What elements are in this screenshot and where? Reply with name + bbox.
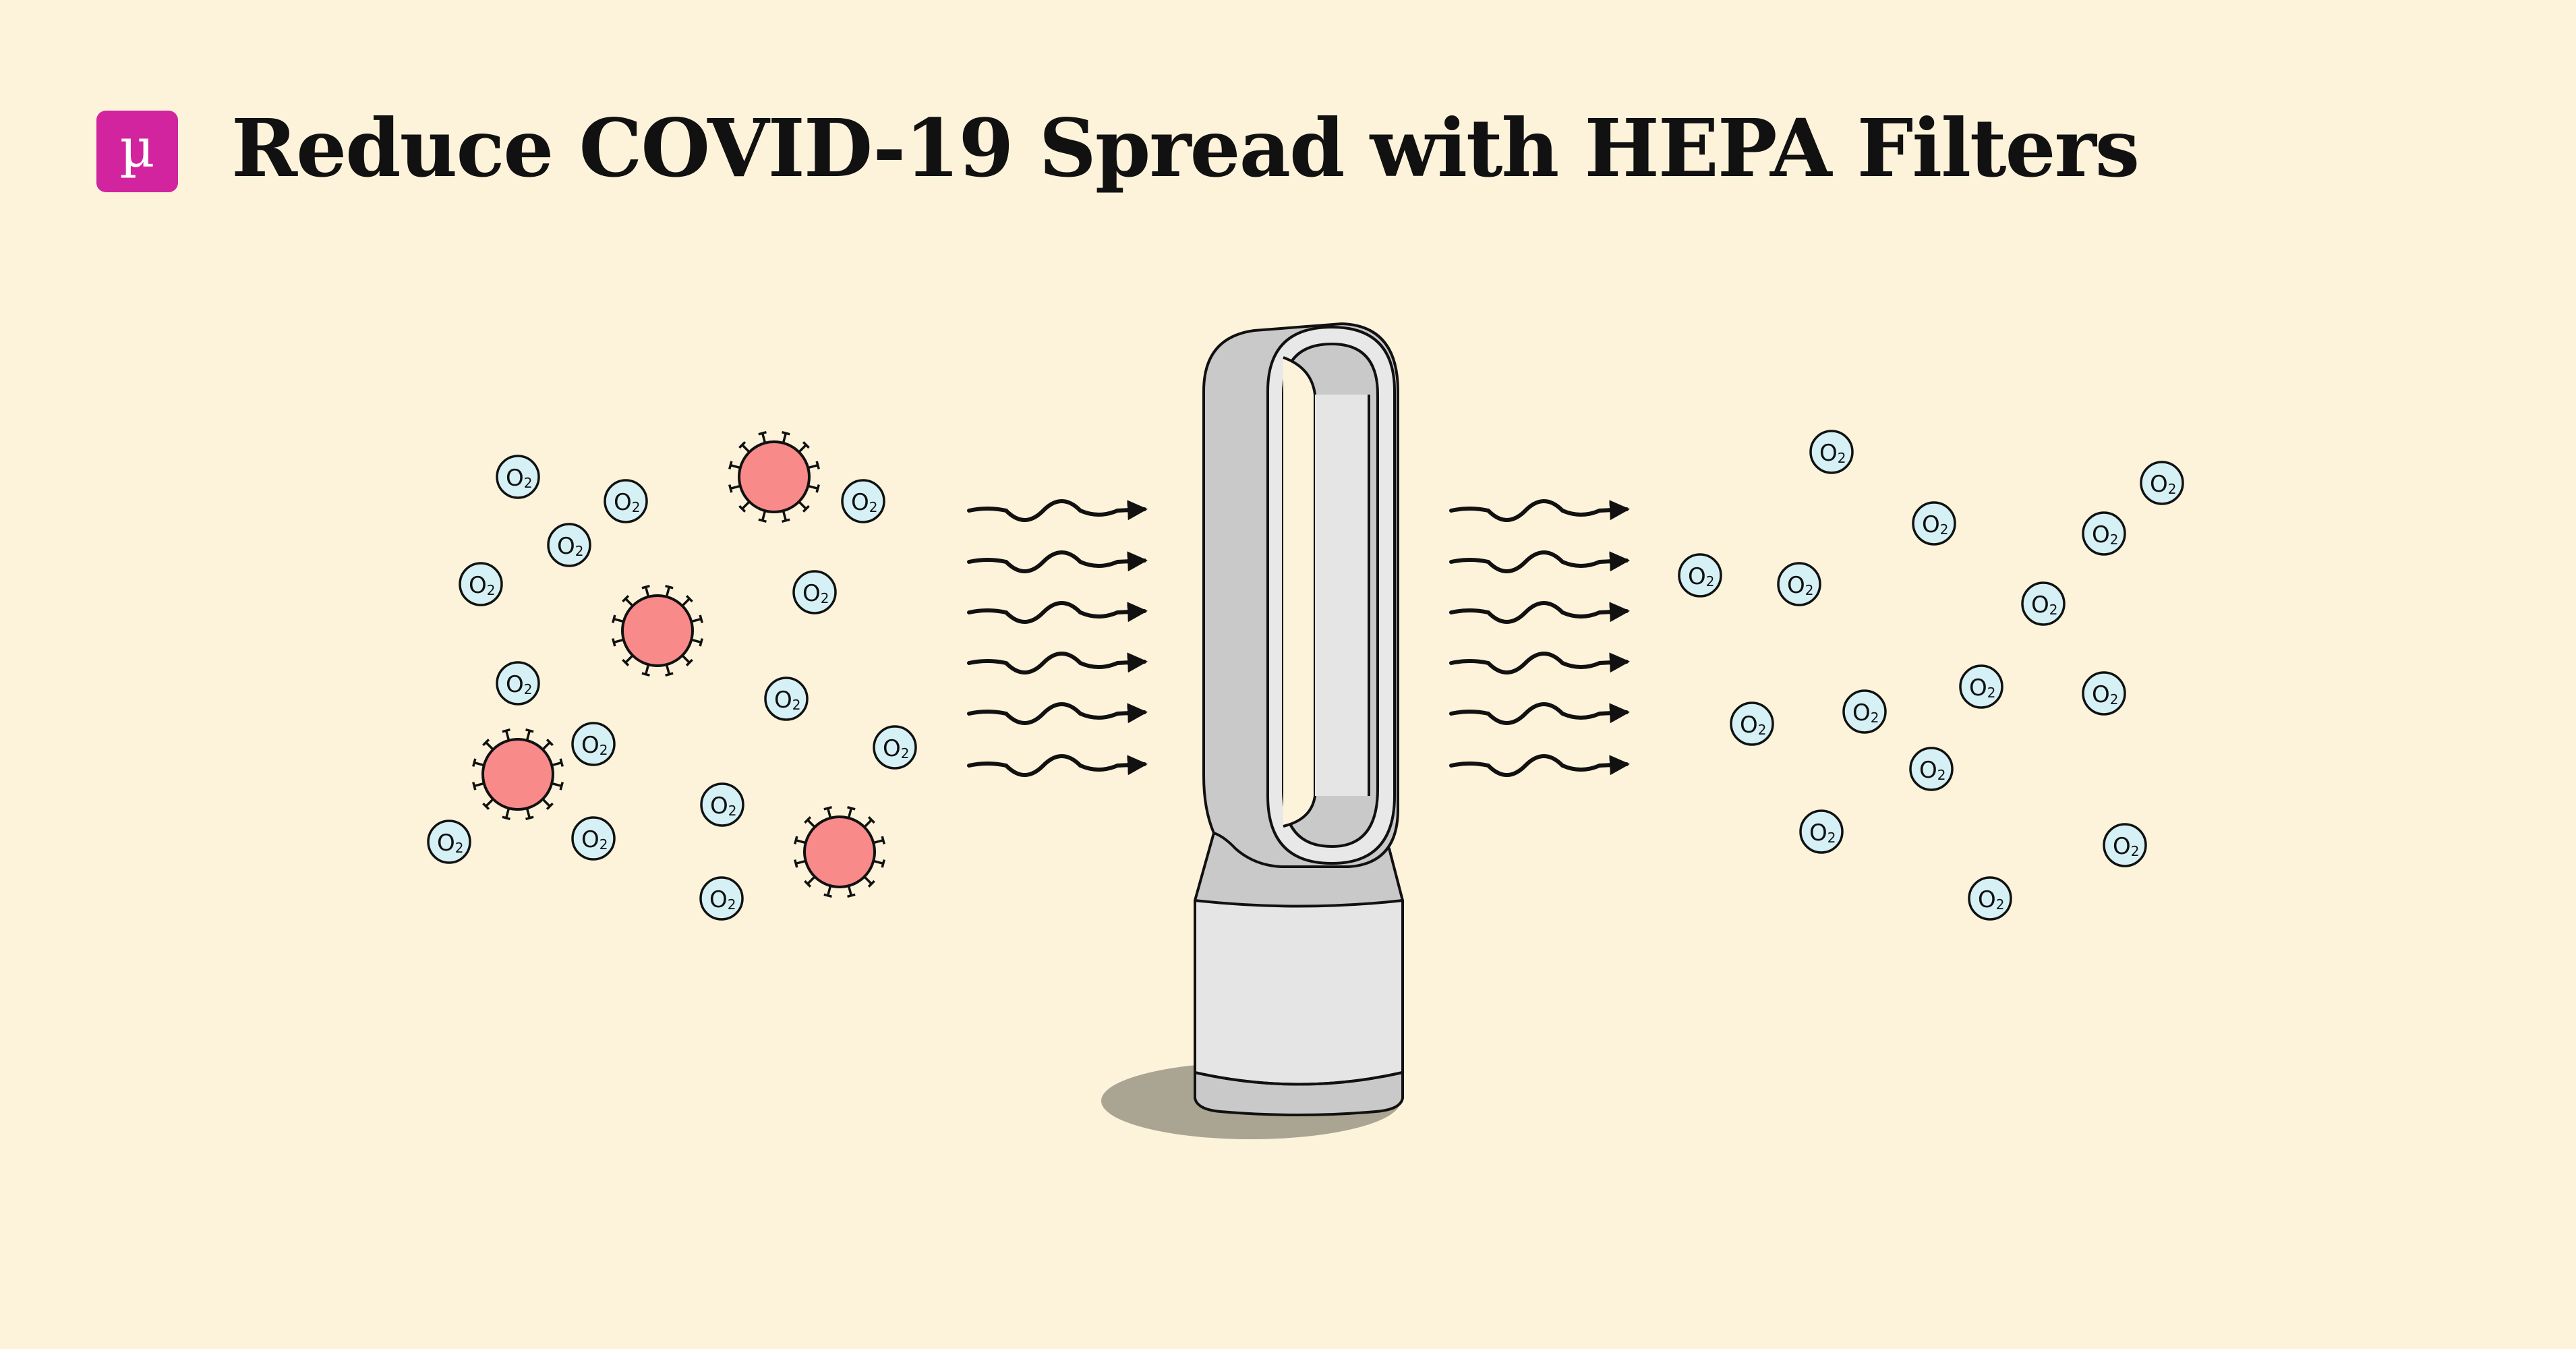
oxygen-molecule-icon: O2	[1799, 809, 1844, 854]
air-purifier-icon	[1101, 322, 1404, 1139]
oxygen-molecule-icon: O2	[841, 479, 885, 523]
incoming-airflow	[967, 499, 1148, 777]
oxygen-molecule-icon: O2	[1777, 562, 1821, 606]
mu-logo-icon: µ	[119, 116, 155, 179]
airflow-arrow-icon	[1449, 702, 1630, 725]
airflow-arrow-icon	[1449, 754, 1630, 777]
page-title: Reduce COVID-19 Spread with HEPA Filters	[231, 101, 2140, 195]
oxygen-molecule-icon: O2	[1678, 553, 1722, 598]
molecule-label: O2	[1787, 572, 1814, 599]
oxygen-molecule-icon: O2	[2140, 461, 2184, 505]
oxygen-molecule-icon: O2	[764, 677, 809, 721]
oxygen-molecule-icon: O2	[2103, 823, 2147, 867]
airflow-arrow-icon	[967, 499, 1148, 522]
airflow-arrow-icon	[967, 550, 1148, 573]
airflow-arrow-icon	[967, 702, 1148, 725]
oxygen-molecule-icon: O2	[792, 570, 837, 614]
oxygen-molecule-icon: O2	[459, 562, 503, 606]
purifier-base-lower	[1194, 1071, 1404, 1116]
oxygen-molecule-icon: O2	[1959, 664, 2003, 709]
oxygen-molecule-icon: O2	[604, 479, 648, 523]
airflow-arrow-icon	[1449, 652, 1630, 674]
oxygen-molecule-icon: O2	[571, 816, 616, 861]
virus-icon	[472, 728, 564, 820]
virus-icon	[728, 431, 820, 523]
oxygen-molecule-icon: O2	[547, 523, 591, 567]
oxygen-molecule-icon: O2	[699, 876, 744, 921]
oxygen-molecule-icon: O2	[2082, 671, 2126, 716]
airflow-arrow-icon	[967, 754, 1148, 777]
oxygen-molecule-icon: O2	[2082, 511, 2126, 556]
oxygen-molecule-icon: O2	[2021, 581, 2066, 626]
oxygen-molecule-icon: O2	[496, 455, 540, 499]
oxygen-molecule-icon: O2	[1909, 747, 1954, 791]
molecule-label: O2	[774, 687, 801, 714]
oxygen-molecule-icon: O2	[496, 661, 540, 706]
molecule-label: O2	[506, 465, 533, 492]
purifier-base-body	[1194, 899, 1404, 1086]
contaminated-air-group: O2 O2 O2 O2 O2 O2 O2 O2 O2 O2 O2 O2 O2 O2	[427, 431, 917, 921]
airflow-arrow-icon	[1449, 499, 1630, 522]
oxygen-molecule-icon: O2	[700, 782, 744, 827]
oxygen-molecule-icon: O2	[873, 725, 917, 770]
oxygen-molecule-icon: O2	[1968, 876, 2012, 921]
purifier-inner-panel	[1283, 357, 1315, 826]
oxygen-molecule-icon: O2	[1730, 701, 1774, 746]
airflow-arrow-icon	[967, 601, 1148, 624]
oxygen-molecule-icon: O2	[1842, 689, 1887, 734]
airflow-arrow-icon	[967, 652, 1148, 674]
oxygen-molecule-icon: O2	[571, 722, 616, 766]
airflow-arrow-icon	[1449, 550, 1630, 573]
virus-icon	[612, 585, 703, 677]
outgoing-airflow	[1449, 499, 1630, 777]
molecule-label: O2	[2113, 833, 2140, 860]
brand-logo: µ	[96, 111, 178, 192]
oxygen-molecule-icon: O2	[1809, 430, 1854, 474]
oxygen-molecule-icon: O2	[1912, 501, 1956, 546]
oxygen-molecule-icon: O2	[427, 820, 471, 864]
airflow-arrow-icon	[1449, 601, 1630, 624]
virus-icon	[794, 806, 885, 898]
